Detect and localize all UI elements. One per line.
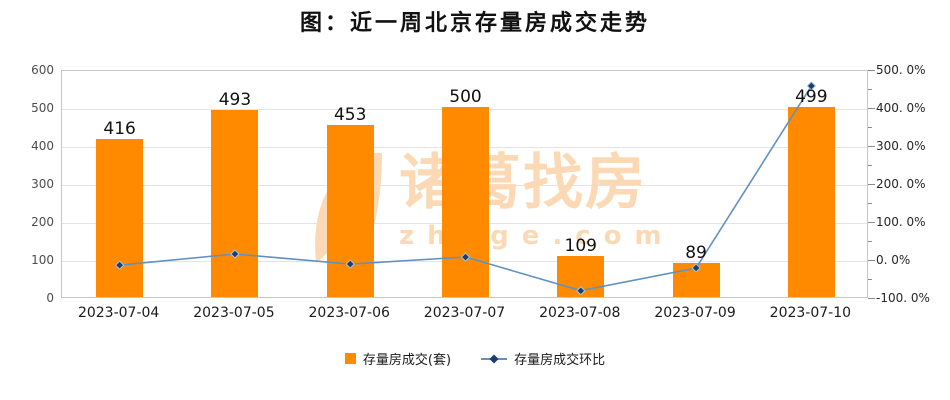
bar-series	[62, 71, 867, 297]
line-marker-2023-07-10[interactable]	[806, 81, 817, 91]
right-axis-major-tick	[868, 107, 875, 109]
line-marker-2023-07-06[interactable]	[345, 259, 355, 269]
bar-value-label: 493	[218, 89, 252, 110]
bar-2023-07-05[interactable]	[211, 109, 259, 297]
bar-value-label: 453	[333, 104, 367, 125]
left-axis-tick-label: 100	[31, 253, 54, 267]
line-series	[114, 81, 817, 296]
bar-value-label: 89	[685, 243, 707, 264]
line-marker-2023-07-09[interactable]	[691, 263, 701, 273]
line-series-swatch-icon	[481, 354, 508, 363]
bar-2023-07-07[interactable]	[442, 107, 489, 297]
line-marker-2023-07-07[interactable]	[460, 252, 471, 262]
left-axis-tick-label: 0	[46, 291, 54, 305]
legend-label-line-series: 存量房成交环比	[514, 353, 606, 368]
right-axis-tick-label: 100. 0%	[876, 215, 926, 229]
right-axis-major-tick	[868, 69, 875, 71]
x-tick-label-2023-07-05: 2023-07-05	[193, 305, 275, 321]
left-axis-tick-label: 300	[31, 177, 54, 191]
line-marker-2023-07-08[interactable]	[576, 286, 586, 296]
right-axis-minor-tick	[868, 202, 872, 204]
legend-item-bar-series[interactable]: 存量房成交(套)	[344, 349, 452, 368]
bar-value-label: 416	[103, 118, 136, 139]
legend: 存量房成交(套) 存量房成交环比	[0, 349, 950, 368]
x-tick-label-2023-07-06: 2023-07-06	[308, 305, 390, 321]
right-axis-major-tick	[868, 221, 875, 223]
bar-value-label: 109	[564, 235, 597, 256]
right-axis-major-tick	[868, 183, 875, 185]
bar-2023-07-10[interactable]	[787, 107, 835, 297]
plot-area: 诸葛找房 zhuge.com 416 493 453 500 109 89 499	[61, 70, 868, 298]
x-axis: 2023-07-04 2023-07-05 2023-07-06 2023-07-07…	[61, 305, 868, 325]
x-tick-label-2023-07-04: 2023-07-04	[77, 305, 160, 321]
bar-value-label: 499	[795, 87, 828, 108]
right-axis-tick-label: 200. 0%	[876, 177, 926, 191]
left-axis-tick-label: 400	[31, 139, 54, 153]
line-marker-2023-07-04[interactable]	[114, 260, 125, 270]
right-axis-minor-tick	[868, 278, 872, 280]
left-axis-tick-label: 200	[31, 215, 54, 229]
chart-title: 图：近一周北京存量房成交走势	[299, 11, 650, 36]
right-axis-minor-tick	[868, 164, 872, 166]
x-tick-label-2023-07-07: 2023-07-07	[423, 305, 506, 321]
left-axis-tick-label: 500	[31, 101, 54, 115]
right-axis-tick-label: 400. 0%	[876, 101, 926, 115]
legend-label-bar-series: 存量房成交(套)	[362, 353, 452, 368]
right-axis-minor-tick	[868, 240, 872, 242]
right-axis-major-tick	[868, 297, 875, 299]
right-axis-tick-label: 300. 0%	[876, 139, 926, 153]
right-axis-tick-label: -100. 0%	[876, 291, 930, 305]
right-axis-major-tick	[868, 259, 875, 261]
left-axis-tick-label: 600	[31, 63, 54, 77]
right-axis-tick-label: 0. 0%	[876, 253, 911, 267]
right-axis-major-tick	[868, 145, 875, 147]
x-tick-label-2023-07-09: 2023-07-09	[654, 305, 736, 321]
bar-series-swatch-icon	[344, 353, 356, 364]
right-axis-tick-label: 500. 0%	[876, 63, 926, 77]
x-tick-label-2023-07-08: 2023-07-08	[539, 305, 621, 321]
x-tick-label-2023-07-10: 2023-07-10	[769, 305, 852, 321]
legend-item-line-series[interactable]: 存量房成交环比	[481, 349, 605, 368]
bar-value-label: 500	[449, 87, 482, 107]
right-axis-minor-tick	[868, 88, 872, 90]
bar-2023-07-04[interactable]	[96, 138, 144, 297]
line-marker-2023-07-05[interactable]	[230, 249, 240, 259]
right-axis-minor-tick	[868, 126, 872, 128]
